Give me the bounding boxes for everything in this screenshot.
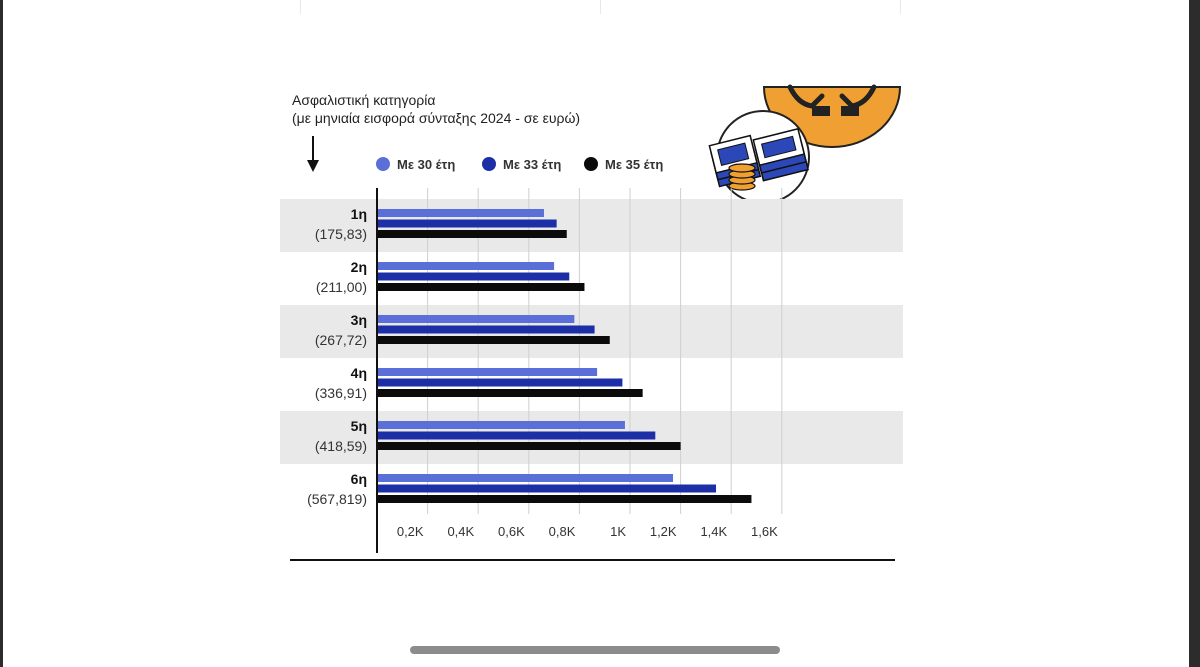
bar-3-series-2 [377, 325, 595, 334]
bar-4-series-2 [377, 378, 623, 387]
legend-marker [376, 157, 390, 171]
gridlines [427, 188, 783, 514]
legend-label: Με 35 έτη [605, 157, 663, 172]
category-name: 1η [351, 206, 367, 222]
bars [377, 209, 752, 503]
x-tick-label: 1K [610, 524, 626, 539]
legend-label: Με 30 έτη [397, 157, 455, 172]
bar-1-series-3 [377, 230, 567, 238]
x-tick-label: 1,4K [700, 524, 727, 539]
category-name: 6η [351, 471, 367, 487]
x-tick-label: 0,8K [549, 524, 576, 539]
bar-6-series-2 [377, 484, 717, 493]
category-name: 5η [351, 418, 367, 434]
bar-3-series-3 [377, 336, 610, 344]
category-contribution: (175,83) [315, 226, 367, 242]
x-tick-labels: 0,2K 0,4K 0,6K 0,8K 1K 1,2K 1,4K 1,6K [397, 524, 778, 539]
bar-3-series-1 [377, 315, 575, 323]
category-contribution: (267,72) [315, 332, 367, 348]
category-name: 3η [351, 312, 367, 328]
chart-title: Ασφαλιστική κατηγορία [292, 92, 435, 108]
legend-marker [482, 157, 496, 171]
bar-6-series-1 [377, 474, 674, 482]
x-tick-label: 0,2K [397, 524, 424, 539]
bar-1-series-1 [377, 209, 544, 217]
bar-2-series-1 [377, 262, 555, 270]
divider [600, 0, 601, 14]
bar-4-series-3 [377, 389, 643, 397]
bar-2-series-3 [377, 283, 585, 291]
home-indicator [410, 646, 780, 654]
down-arrow-icon [307, 136, 319, 172]
bar-1-series-2 [377, 219, 557, 228]
legend: Με 30 έτη Με 33 έτη Με 35 έτη [376, 157, 663, 172]
bar-6-series-3 [377, 495, 752, 503]
category-name: 2η [351, 259, 367, 275]
category-labels: 1η (175,83) 2η (211,00) 3η (267,72) 4η (336,91)… [307, 206, 367, 507]
bar-5-series-2 [377, 431, 656, 440]
category-band [280, 199, 903, 252]
category-contribution: (211,00) [316, 279, 367, 295]
category-contribution: (567,819) [307, 491, 367, 507]
category-contribution: (336,91) [315, 385, 367, 401]
legend-label: Με 33 έτη [503, 157, 561, 172]
category-name: 4η [351, 365, 367, 381]
bar-5-series-1 [377, 421, 625, 429]
x-tick-label: 1,2K [650, 524, 677, 539]
legend-marker [584, 157, 598, 171]
x-tick-label: 0,6K [498, 524, 525, 539]
divider [900, 0, 901, 14]
x-tick-label: 1,6K [751, 524, 778, 539]
money-stack-icon [708, 110, 810, 204]
bar-4-series-1 [377, 368, 598, 376]
x-tick-label: 0,4K [447, 524, 474, 539]
category-contribution: (418,59) [315, 438, 367, 454]
bar-5-series-3 [377, 442, 681, 450]
chart-subtitle: (με μηνιαία εισφορά σύνταξης 2024 - σε ε… [292, 110, 580, 126]
divider [300, 0, 301, 14]
bar-2-series-2 [377, 272, 570, 281]
